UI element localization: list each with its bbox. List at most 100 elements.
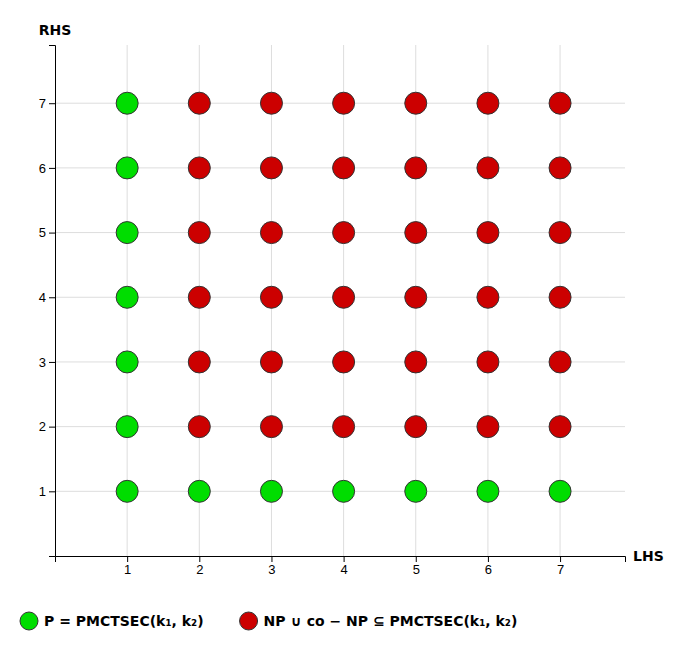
- point: [477, 480, 499, 502]
- point: [116, 416, 138, 438]
- point: [260, 351, 282, 373]
- tick: 5: [413, 556, 420, 577]
- tick: 1: [124, 556, 131, 577]
- series: [116, 92, 571, 502]
- legend: P = PMCTSEC(k₁, k₂) NP ∪ co − NP ⊆ PMCTSE…: [20, 612, 517, 630]
- tick-label: 2: [39, 419, 46, 434]
- tick-mark: [127, 556, 128, 562]
- tick-mark: [49, 103, 55, 104]
- tick-mark: [271, 556, 272, 562]
- tick-label: 2: [196, 562, 203, 577]
- point: [260, 286, 282, 308]
- point: [116, 480, 138, 502]
- legend-swatch: [240, 612, 258, 630]
- point: [405, 222, 427, 244]
- tick: 3: [268, 556, 275, 577]
- point: [188, 157, 210, 179]
- point: [405, 92, 427, 114]
- legend-label: NP ∪ co − NP ⊆ PMCTSEC(k₁, k₂): [264, 613, 518, 629]
- point: [405, 480, 427, 502]
- point: [333, 351, 355, 373]
- point: [549, 416, 571, 438]
- point: [116, 92, 138, 114]
- x-axis-label: LHS: [633, 548, 664, 564]
- point: [549, 286, 571, 308]
- point: [477, 416, 499, 438]
- tick-label: 1: [124, 562, 131, 577]
- legend-swatch: [20, 612, 38, 630]
- tick-label: 7: [39, 96, 46, 111]
- point: [333, 480, 355, 502]
- tick-mark: [488, 556, 489, 562]
- tick: 7: [557, 556, 564, 577]
- tick-mark: [49, 491, 55, 492]
- tick-label: 6: [485, 562, 492, 577]
- axis-line: [56, 557, 626, 563]
- point: [549, 480, 571, 502]
- point: [260, 157, 282, 179]
- point: [116, 222, 138, 244]
- point: [188, 480, 210, 502]
- point: [260, 92, 282, 114]
- tick: 3: [39, 355, 55, 370]
- tick: 1: [39, 484, 55, 499]
- tick-mark: [416, 556, 417, 562]
- y-axis: 1234567: [39, 46, 56, 557]
- point: [549, 92, 571, 114]
- point: [477, 157, 499, 179]
- tick-label: 7: [557, 562, 564, 577]
- point: [405, 416, 427, 438]
- point: [477, 222, 499, 244]
- tick-label: 5: [413, 562, 420, 577]
- point: [405, 286, 427, 308]
- point: [188, 351, 210, 373]
- chart: 12345671234567LHSRHSP = PMCTSEC(k₁, k₂)N…: [0, 0, 685, 656]
- tick-mark: [49, 362, 55, 363]
- tick: 7: [39, 96, 55, 111]
- tick: 4: [39, 290, 55, 305]
- y-axis-label: RHS: [39, 22, 72, 38]
- legend-item: P = PMCTSEC(k₁, k₂): [20, 612, 204, 630]
- point: [260, 416, 282, 438]
- legend-label: P = PMCTSEC(k₁, k₂): [44, 613, 204, 629]
- tick: 6: [485, 556, 492, 577]
- point: [333, 92, 355, 114]
- tick-label: 4: [340, 562, 347, 577]
- point: [116, 157, 138, 179]
- tick: 2: [39, 419, 55, 434]
- tick-mark: [49, 168, 55, 169]
- point: [549, 222, 571, 244]
- tick-label: 3: [39, 355, 46, 370]
- point: [188, 222, 210, 244]
- tick-mark: [49, 427, 55, 428]
- point: [333, 157, 355, 179]
- tick: 5: [39, 225, 55, 240]
- x-axis: 1 2 3 4 5 6 7: [56, 556, 626, 577]
- tick-mark: [560, 556, 561, 562]
- grid: [55, 45, 625, 556]
- tick: 4: [340, 556, 347, 577]
- tick-label: 1: [39, 484, 46, 499]
- tick-label: 4: [39, 290, 46, 305]
- point: [549, 351, 571, 373]
- axis-line: [49, 46, 56, 557]
- point: [477, 286, 499, 308]
- point: [188, 416, 210, 438]
- tick-label: 3: [268, 562, 275, 577]
- legend-item: NP ∪ co − NP ⊆ PMCTSEC(k₁, k₂): [240, 612, 518, 630]
- tick: 2: [196, 556, 203, 577]
- point: [405, 351, 427, 373]
- point: [477, 351, 499, 373]
- point: [116, 351, 138, 373]
- point: [260, 222, 282, 244]
- point: [549, 157, 571, 179]
- plot-area: [116, 92, 571, 502]
- point: [333, 222, 355, 244]
- tick-mark: [344, 556, 345, 562]
- series: [188, 92, 571, 437]
- tick-mark: [199, 556, 200, 562]
- point: [405, 157, 427, 179]
- tick-label: 5: [39, 225, 46, 240]
- point: [188, 92, 210, 114]
- tick-mark: [49, 233, 55, 234]
